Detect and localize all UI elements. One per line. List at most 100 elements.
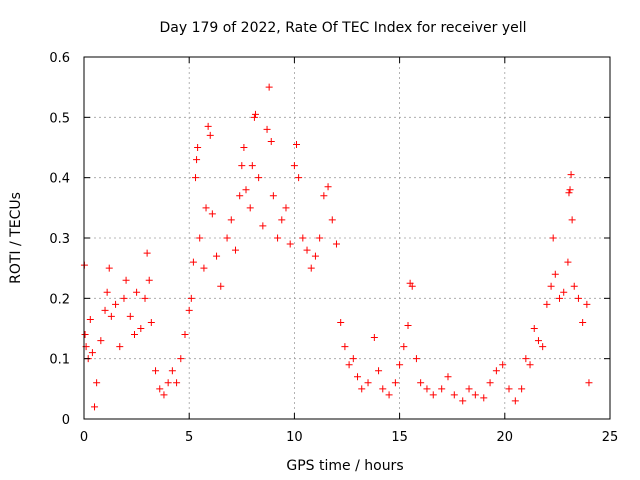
data-point (130, 331, 138, 339)
data-point (364, 379, 372, 387)
data-point (91, 403, 99, 411)
data-point (539, 343, 547, 351)
data-point (137, 325, 145, 332)
data-point (583, 300, 591, 308)
data-point (173, 379, 181, 387)
data-point (200, 264, 208, 272)
data-point (107, 312, 115, 320)
data-point (534, 337, 542, 345)
data-point (259, 222, 267, 230)
y-tick-label: 0.2 (49, 292, 70, 307)
data-point (518, 385, 526, 393)
data-point (337, 318, 345, 326)
data-point (574, 294, 582, 302)
x-tick-label: 25 (602, 430, 619, 445)
data-point (282, 204, 290, 212)
data-point (543, 300, 551, 308)
grid (84, 57, 610, 419)
data-point (295, 174, 303, 182)
data-point (193, 156, 201, 164)
data-point (251, 110, 259, 118)
data-point (566, 186, 574, 194)
y-tick-label: 0.1 (49, 353, 70, 368)
data-point (358, 385, 366, 393)
data-point (551, 270, 559, 278)
data-point (324, 183, 332, 191)
data-point (112, 300, 120, 308)
data-point (141, 294, 149, 302)
data-point (547, 282, 555, 290)
data-point (189, 258, 197, 266)
data-point (429, 391, 437, 399)
data-point (417, 379, 425, 387)
data-point (320, 192, 328, 200)
data-point (400, 343, 408, 351)
data-point (404, 321, 412, 329)
data-point (101, 306, 109, 314)
data-point (505, 385, 513, 393)
x-tick-label: 5 (185, 430, 193, 445)
data-point (379, 385, 387, 393)
data-point (328, 216, 336, 224)
data-point (263, 125, 271, 133)
data-point (303, 246, 311, 254)
data-points (80, 83, 593, 411)
data-point (465, 385, 473, 393)
data-point (164, 379, 172, 387)
x-tick-labels: 0 5 10 15 20 25 (80, 430, 618, 445)
data-point (480, 394, 488, 402)
data-point (250, 113, 258, 121)
y-axis-label: ROTI / TECUs (8, 192, 24, 284)
y-tick-label: 0.3 (49, 232, 70, 247)
data-point (345, 361, 353, 369)
data-point (147, 318, 155, 326)
data-point (316, 234, 324, 242)
data-point (565, 189, 573, 197)
y-tick-label: 0.4 (49, 172, 70, 187)
data-point (213, 252, 221, 260)
data-point (152, 367, 160, 375)
data-point (196, 234, 204, 242)
data-point (311, 252, 319, 260)
data-point (290, 162, 298, 170)
data-point (299, 234, 307, 242)
data-point (459, 397, 467, 405)
data-point (408, 282, 416, 290)
data-point (206, 131, 214, 139)
data-point (177, 355, 185, 363)
data-point (120, 294, 128, 302)
data-point (269, 192, 277, 200)
x-axis-label: GPS time / hours (286, 458, 403, 474)
data-point (105, 264, 113, 272)
data-point (438, 385, 446, 393)
data-point (560, 288, 568, 296)
data-point (486, 379, 494, 387)
data-point (81, 331, 89, 339)
data-point (492, 367, 500, 375)
y-tick-label: 0.5 (49, 111, 70, 126)
data-point (579, 318, 587, 326)
data-point (145, 276, 153, 284)
data-point (526, 361, 534, 369)
data-point (143, 249, 151, 257)
data-point (511, 397, 519, 405)
data-point (194, 144, 202, 151)
data-point (522, 355, 530, 363)
data-point (293, 140, 301, 148)
data-point (530, 325, 538, 332)
data-point (246, 204, 254, 212)
data-point (181, 331, 189, 339)
data-point (126, 312, 134, 320)
data-point (549, 234, 557, 242)
data-point (267, 137, 275, 145)
data-point (122, 276, 130, 284)
data-point (423, 385, 431, 393)
data-point (242, 186, 250, 194)
data-point (385, 391, 393, 399)
data-point (450, 391, 458, 399)
data-point (185, 306, 193, 314)
data-point (168, 367, 176, 375)
data-point (240, 144, 248, 151)
data-point (567, 171, 575, 179)
